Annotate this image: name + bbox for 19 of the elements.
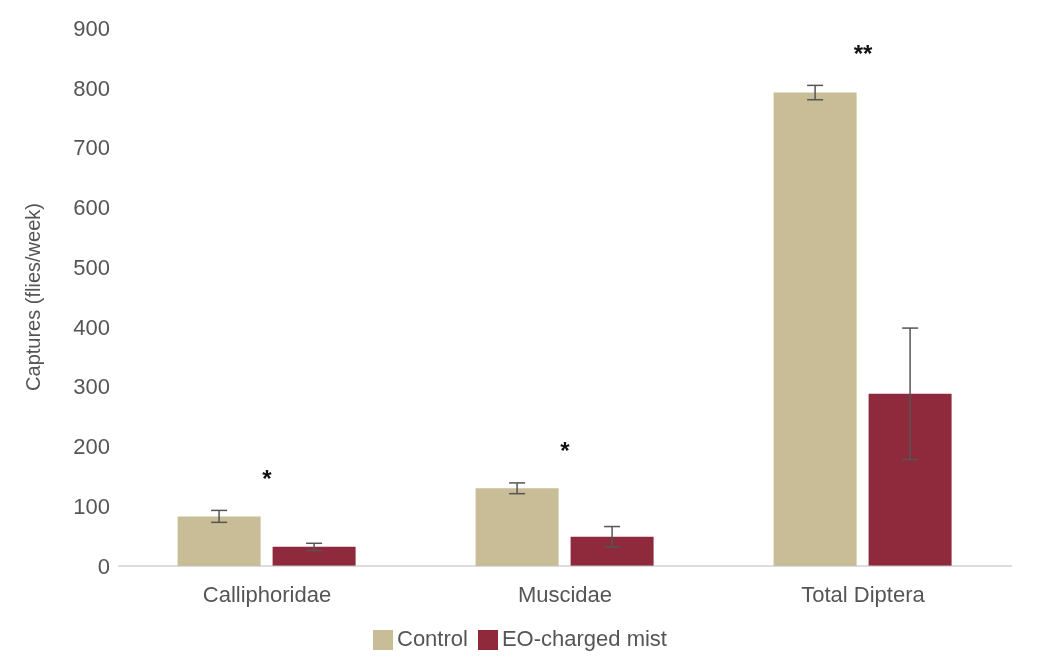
x-tick-label: Calliphoridae: [202, 581, 332, 607]
y-tick-label: 600: [73, 195, 110, 221]
y-axis-title: Captures (flies/week): [22, 203, 45, 391]
y-tick-label: 500: [73, 254, 110, 280]
y-tick-label: 700: [73, 135, 110, 161]
y-tick-label: 200: [73, 434, 110, 460]
y-tick-label: 100: [73, 494, 110, 520]
y-tick-label: 800: [73, 75, 110, 101]
x-tick-label: Total Diptera: [801, 581, 926, 607]
annotation: *: [560, 437, 571, 465]
y-tick-label: 0: [97, 553, 110, 579]
legend-label: Control: [397, 626, 468, 651]
y-tick-label: 900: [73, 15, 110, 41]
annotation: **: [853, 39, 873, 67]
y-tick-label: 400: [73, 314, 110, 340]
x-tick-label: Muscidae: [517, 581, 613, 607]
legend-label: EO-charged mist: [501, 626, 667, 651]
y-tick-label: 300: [73, 374, 110, 400]
annotation: *: [262, 464, 273, 492]
